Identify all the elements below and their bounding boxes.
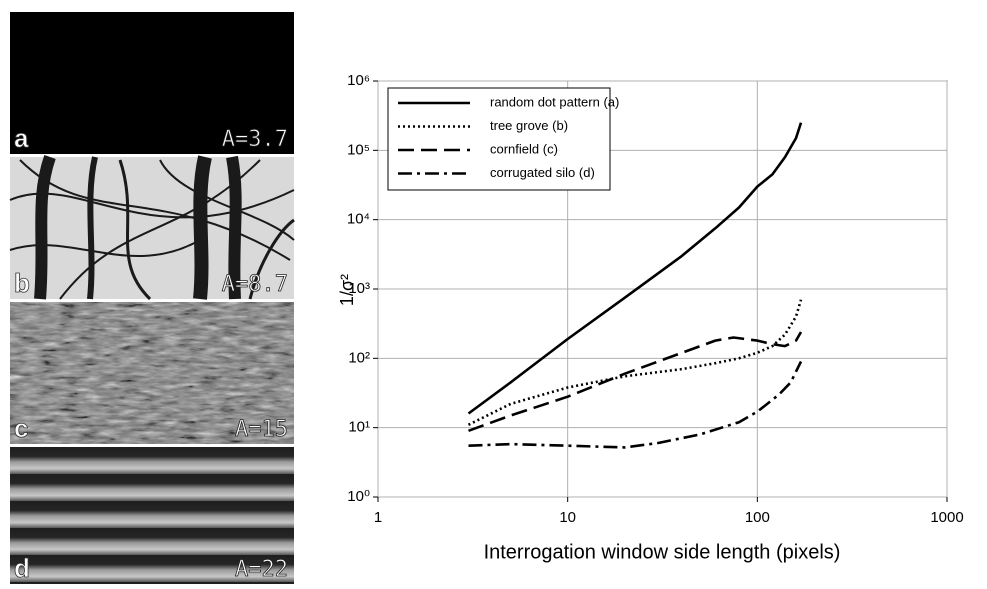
panel-caption: A=8.7 — [222, 272, 288, 297]
panel-letter: b — [14, 268, 30, 298]
image-b — [10, 157, 294, 299]
y-tick-label: 10² — [348, 349, 370, 366]
panel-letter: d — [14, 553, 30, 583]
panel-a — [10, 12, 294, 154]
series-line — [468, 331, 803, 433]
y-tick-label: 10³ — [348, 280, 370, 297]
ticks: 10⁰ 10¹ 10² 10³ 10⁴ 10⁵ 10⁶ 1 10 100 1000 — [347, 72, 964, 526]
y-tick-label: 10⁰ — [347, 488, 370, 505]
legend-label: tree grove (b) — [490, 118, 568, 133]
panel-labels: a A=3.7 b A=8.7 c A=15 d A=22 — [14, 122, 289, 583]
y-tick-label: 10⁶ — [347, 72, 370, 89]
panel-caption: A=22 — [235, 557, 288, 582]
panel-caption: A=15 — [235, 417, 288, 442]
branches — [9, 155, 295, 301]
panel-caption: A=3.7 — [222, 127, 288, 152]
legend: random dot pattern (a) tree grove (b) corn… — [398, 94, 619, 180]
series-line — [467, 299, 803, 426]
panel-letter: a — [14, 123, 29, 153]
x-tick-label: 1000 — [930, 509, 963, 526]
y-tick-label: 10⁴ — [347, 211, 370, 228]
y-tick-label: 10¹ — [348, 419, 370, 436]
panel-letter: c — [14, 413, 28, 443]
x-tick-label: 1 — [374, 509, 382, 526]
series-lines — [467, 122, 803, 449]
legend-label: random dot pattern (a) — [490, 94, 619, 109]
image-d — [10, 447, 294, 584]
y-tick-label: 10⁵ — [347, 141, 370, 158]
series-line — [467, 122, 803, 415]
legend-label: cornfield (c) — [490, 141, 558, 156]
grass — [10, 302, 294, 444]
y-axis-label: 1/σ² — [337, 274, 357, 306]
legend-label: corrugated silo (d) — [490, 165, 595, 180]
panel-c — [10, 302, 294, 444]
x-tick-label: 10 — [559, 509, 576, 526]
series-line — [468, 360, 803, 449]
x-axis-label: Interrogation window side length (pixels… — [484, 541, 841, 563]
panel-b — [9, 155, 295, 301]
grid — [377, 80, 948, 498]
x-tick-label: 100 — [745, 509, 770, 526]
noise — [10, 12, 294, 154]
panel-d — [10, 447, 294, 584]
